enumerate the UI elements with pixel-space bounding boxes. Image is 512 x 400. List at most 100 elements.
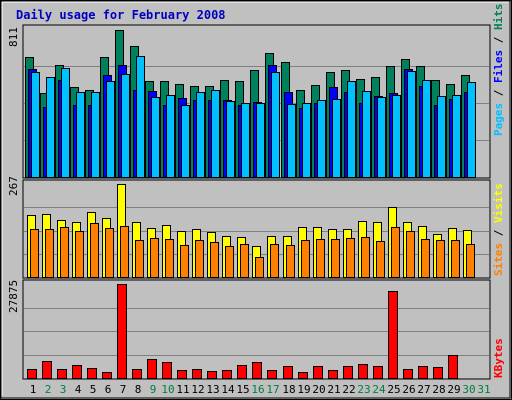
bar-kbytes-day-4-fill — [72, 365, 82, 379]
bar-kbytes-day-11 — [177, 370, 187, 379]
bar-kbytes-day-6-fill — [102, 372, 112, 379]
bar-pages-day-13-fill — [211, 90, 220, 178]
bar-pages-day-27-fill — [422, 80, 431, 178]
bar-pages-day-10 — [166, 95, 175, 178]
x-tick-label: 13 — [206, 383, 219, 396]
panel-hits-max-label: 811 — [7, 27, 20, 47]
x-tick-label: 19 — [297, 383, 310, 396]
bar-sites-day-23-fill — [361, 237, 370, 278]
bar-sites-day-19-fill — [301, 240, 310, 278]
x-tick-label: 18 — [282, 383, 295, 396]
bar-sites-day-23 — [361, 237, 370, 278]
bar-kbytes-day-10-fill — [162, 362, 172, 379]
bar-sites-day-2 — [45, 229, 54, 278]
bar-sites-day-24 — [376, 241, 385, 278]
bar-kbytes-day-18-fill — [283, 366, 293, 379]
bar-kbytes-day-23 — [358, 364, 368, 379]
bar-sites-day-5 — [90, 223, 99, 278]
bar-sites-day-16-fill — [255, 257, 264, 278]
x-tick-label: 8 — [135, 383, 142, 396]
bar-sites-day-9 — [150, 238, 159, 278]
bar-pages-day-5 — [91, 92, 100, 178]
bar-pages-day-12 — [196, 92, 205, 178]
bar-pages-day-6-fill — [106, 81, 115, 178]
bar-pages-day-1-fill — [31, 72, 40, 178]
bar-pages-day-19-fill — [302, 103, 311, 178]
x-tick-label: 22 — [342, 383, 355, 396]
bar-sites-day-11 — [180, 245, 189, 278]
bar-kbytes-day-19 — [298, 372, 308, 379]
x-tick-label: 12 — [191, 383, 204, 396]
bar-pages-day-14 — [226, 101, 235, 178]
bar-sites-day-28 — [436, 240, 445, 278]
panel-visits-max-label: 267 — [7, 176, 20, 196]
bar-pages-day-30-fill — [467, 82, 476, 178]
bar-pages-day-21-fill — [332, 99, 341, 178]
bar-pages-day-20-fill — [317, 100, 326, 178]
legend-pages: Pages — [492, 103, 505, 136]
bar-pages-day-16-fill — [256, 103, 265, 178]
bar-kbytes-day-9 — [147, 359, 157, 379]
bar-pages-day-25 — [392, 95, 401, 178]
bar-kbytes-day-20 — [313, 366, 323, 379]
bar-sites-day-29-fill — [451, 240, 460, 278]
bar-sites-day-14-fill — [225, 246, 234, 278]
x-axis-ticks: 1 2 3 4 5 6 7 8 9 10 11 12 13 14 15 16 17 18 19 20 21 22 23 24 2… — [30, 383, 491, 396]
bar-sites-day-8-fill — [135, 240, 144, 278]
bar-sites-day-20-fill — [316, 239, 325, 278]
bar-kbytes-day-5 — [87, 368, 97, 379]
bar-pages-day-28 — [437, 96, 446, 178]
bar-sites-day-5-fill — [90, 223, 99, 278]
bar-pages-day-20 — [317, 100, 326, 178]
bar-kbytes-day-7 — [117, 284, 127, 379]
bar-pages-day-26-fill — [407, 71, 416, 178]
x-tick-label: 6 — [105, 383, 112, 396]
bar-pages-day-17 — [271, 72, 280, 178]
x-tick-label: 30 — [462, 383, 475, 396]
bar-sites-day-7-fill — [120, 226, 129, 278]
bar-kbytes-day-11-fill — [177, 370, 187, 379]
bar-sites-day-24-fill — [376, 241, 385, 278]
bar-pages-day-28-fill — [437, 96, 446, 178]
bar-kbytes-day-21-fill — [328, 370, 338, 379]
legend-separator: / — [492, 223, 505, 243]
bar-pages-day-24 — [377, 97, 386, 178]
bar-kbytes-day-20-fill — [313, 366, 323, 379]
bar-kbytes-day-8 — [132, 369, 142, 379]
x-tick-label: 3 — [60, 383, 67, 396]
x-tick-label: 9 — [150, 383, 157, 396]
legend-kbytes: KBytes — [492, 338, 505, 378]
bar-kbytes-day-26-fill — [403, 369, 413, 379]
bar-pages-day-1 — [31, 72, 40, 178]
bar-kbytes-day-7-fill — [117, 284, 127, 379]
bar-sites-day-12 — [195, 240, 204, 278]
bar-sites-day-15 — [240, 244, 249, 278]
bar-pages-day-16 — [256, 103, 265, 178]
bar-sites-day-17-fill — [270, 244, 279, 278]
bar-kbytes-day-14-fill — [222, 370, 232, 379]
bar-sites-day-11-fill — [180, 245, 189, 278]
bar-pages-day-29 — [452, 95, 461, 178]
bar-pages-day-23-fill — [362, 91, 371, 178]
x-tick-label: 28 — [432, 383, 445, 396]
panel-hits-legend: Pages / Files / Hits — [492, 4, 505, 137]
bar-kbytes-day-13-fill — [207, 371, 217, 379]
bar-kbytes-day-24-fill — [373, 366, 383, 379]
bar-sites-day-25-fill — [391, 227, 400, 278]
bar-pages-day-8-fill — [136, 56, 145, 178]
bar-sites-day-1 — [30, 229, 39, 278]
bar-pages-day-3-fill — [61, 68, 70, 178]
bar-kbytes-day-15 — [237, 365, 247, 379]
x-tick-label: 16 — [251, 383, 264, 396]
bar-sites-day-29 — [451, 240, 460, 278]
bar-kbytes-day-25 — [388, 291, 398, 379]
bar-kbytes-day-24 — [373, 366, 383, 379]
bar-sites-day-21-fill — [331, 239, 340, 278]
bar-sites-day-25 — [391, 227, 400, 278]
bar-sites-day-28-fill — [436, 240, 445, 278]
bar-kbytes-day-23-fill — [358, 364, 368, 379]
bar-pages-day-2 — [46, 77, 55, 178]
panel-kbytes-legend: KBytes — [492, 338, 505, 378]
bar-kbytes-day-25-fill — [388, 291, 398, 379]
bar-pages-day-14-fill — [226, 101, 235, 178]
